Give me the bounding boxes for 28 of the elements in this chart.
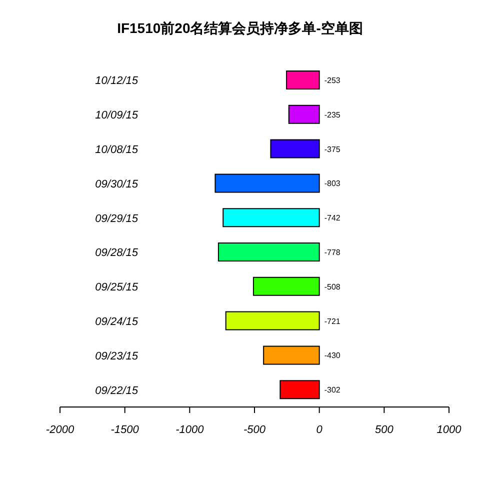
data-label: -508 bbox=[324, 282, 341, 292]
data-label: -778 bbox=[324, 248, 341, 257]
x-tick-label: 1000 bbox=[436, 424, 462, 436]
x-tick-label: -1000 bbox=[176, 424, 205, 436]
y-tick-label: 09/24/15 bbox=[95, 316, 139, 328]
data-label: -302 bbox=[324, 386, 341, 395]
x-tick-label: -1500 bbox=[110, 424, 140, 436]
data-label: -742 bbox=[324, 214, 341, 223]
data-label: -803 bbox=[324, 179, 341, 188]
y-tick-label: 09/29/15 bbox=[95, 212, 139, 225]
y-tick-label: 10/12/15 bbox=[95, 75, 139, 88]
x-tick-label: 500 bbox=[374, 424, 394, 436]
x-tick-label: 0 bbox=[316, 424, 324, 436]
x-tick-label: -2000 bbox=[46, 424, 75, 436]
y-tick-label: 09/28/15 bbox=[95, 247, 139, 260]
y-tick-label: 09/22/15 bbox=[95, 384, 139, 397]
chart-title: IF1510前20名结算会员持净多单-空单图 bbox=[116, 20, 364, 38]
y-tick-label: 09/23/15 bbox=[95, 350, 139, 362]
data-label: -235 bbox=[324, 110, 341, 120]
y-tick-label: 10/08/15 bbox=[95, 144, 139, 156]
data-label: -375 bbox=[324, 144, 341, 154]
data-label: -430 bbox=[324, 351, 341, 360]
x-tick-label: -500 bbox=[243, 424, 266, 436]
y-tick-label: 10/09/15 bbox=[95, 110, 139, 122]
data-label: -253 bbox=[324, 76, 341, 85]
y-tick-label: 09/30/15 bbox=[95, 178, 139, 190]
data-label: -721 bbox=[324, 316, 341, 326]
y-tick-label: 09/25/15 bbox=[95, 282, 139, 294]
